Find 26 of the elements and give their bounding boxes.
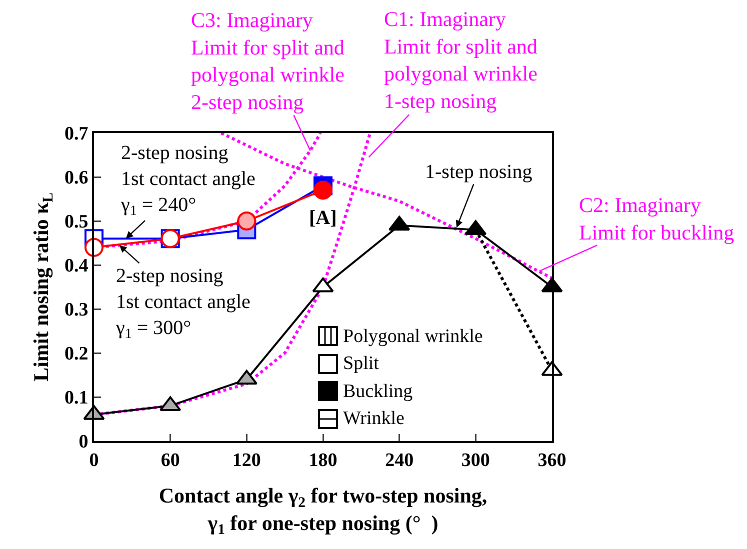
x-tick-label: 300	[461, 450, 490, 471]
x-tick-label: 360	[538, 450, 566, 471]
x-tick-label: 120	[232, 450, 261, 471]
y-tick-label: 0	[78, 432, 88, 453]
annotation: [A]	[309, 207, 337, 229]
x-tick-label: 240	[385, 450, 414, 471]
y-tick-label: 0.6	[64, 168, 88, 189]
annotation: 2-step nosing 1st contact angle γ$_{1}$ = 300°	[115, 265, 251, 342]
y-tick-label: 0.2	[64, 344, 88, 365]
annotation: C3: Imaginary Limit for split and polygonal wrinkle 2-step nosing	[191, 8, 345, 114]
annotation: Polygonal wrinkle	[343, 326, 483, 347]
text: Contact angle γ$_{2}$ for two-step nosing, γ$_{1}$ for one-step nosing (° )	[158, 484, 488, 538]
y-tick-label: 0.5	[64, 212, 88, 233]
annotation: Wrinkle	[343, 408, 404, 429]
x-tick-label: 60	[160, 450, 180, 471]
y-tick-label: 0.7	[64, 124, 89, 145]
y-tick-label: 0.3	[64, 300, 88, 321]
annotation: 2-step nosing 1st contact angle γ$_{1}$ = 240°	[120, 142, 256, 220]
annotation: Buckling	[343, 381, 414, 402]
y-tick-label: 0.1	[64, 388, 88, 409]
annotation: Split	[343, 353, 380, 374]
annotation: 1-step nosing	[425, 161, 532, 183]
annotation: C1: Imaginary Limit for split and polygonal wrinkle 1-step nosing	[384, 7, 538, 113]
y-tick-label: 0.4	[64, 256, 89, 277]
x-tick-label: 180	[308, 450, 338, 471]
annotation: C2: Imaginary Limit for buckling	[579, 193, 735, 244]
